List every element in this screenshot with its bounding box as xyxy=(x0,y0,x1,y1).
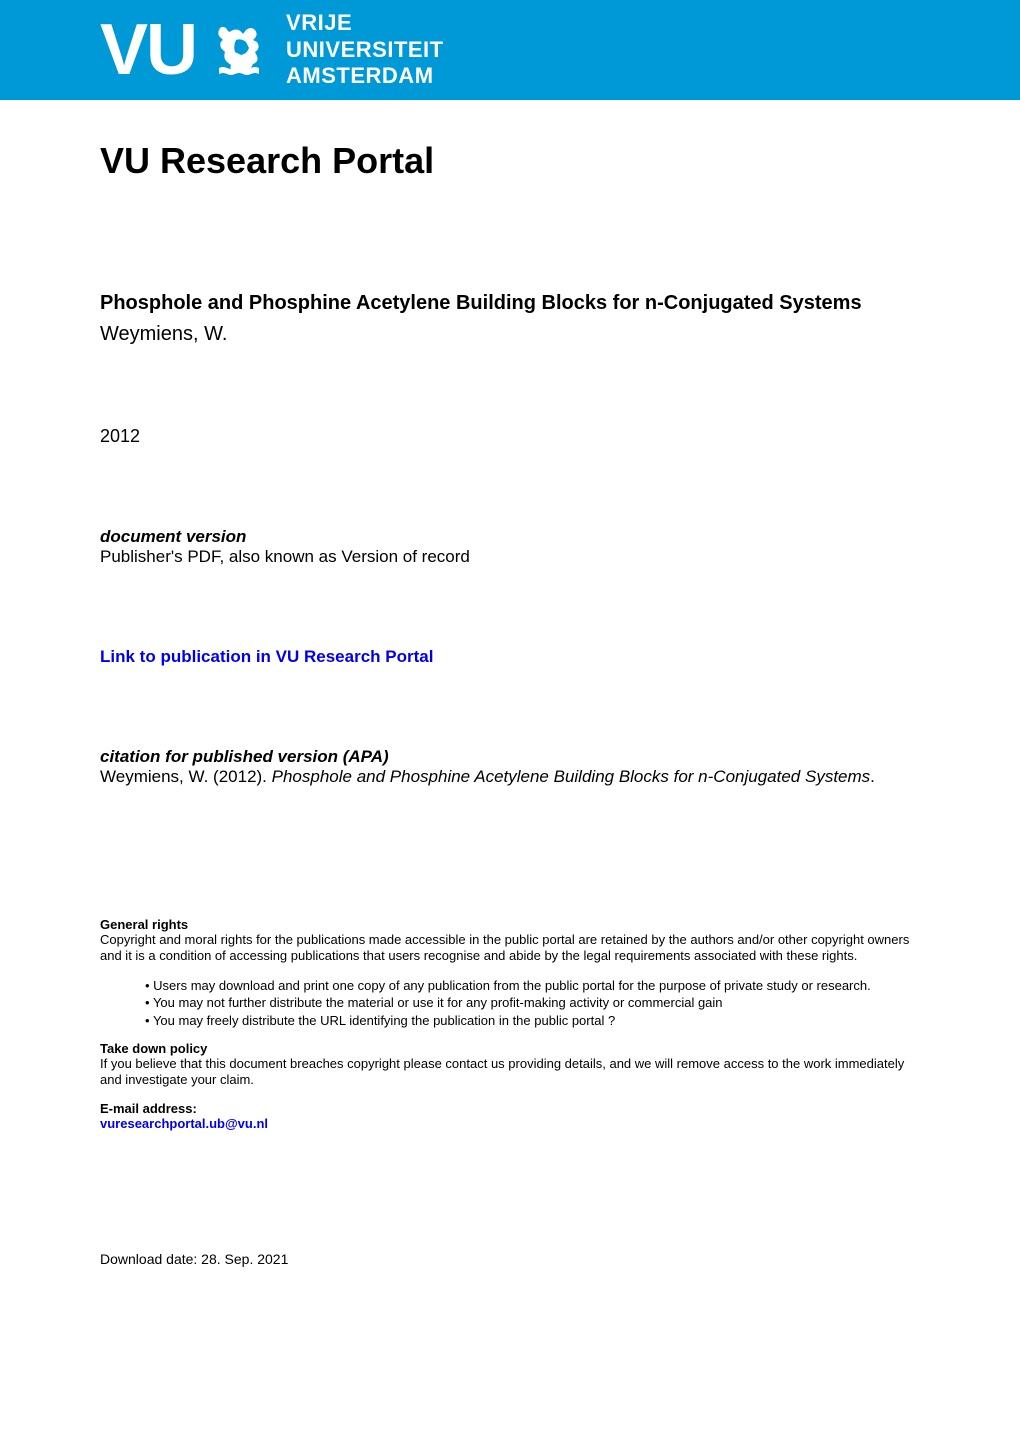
paper-author: Weymiens, W. xyxy=(100,323,920,346)
university-line2: UNIVERSITEIT xyxy=(286,37,444,63)
publication-link[interactable]: Link to publication in VU Research Porta… xyxy=(100,647,920,667)
email-address[interactable]: vuresearchportal.ub@vu.nl xyxy=(100,1116,920,1131)
download-date: Download date: 28. Sep. 2021 xyxy=(100,1251,920,1267)
vu-logo-text: VU xyxy=(100,9,196,91)
take-down-label: Take down policy xyxy=(100,1041,920,1056)
content-area: VU Research Portal Phosphole and Phosphi… xyxy=(0,100,1020,1297)
rights-bullet: Users may download and print one copy of… xyxy=(145,977,920,995)
email-block: E-mail address: vuresearchportal.ub@vu.n… xyxy=(100,1101,920,1131)
university-line3: AMSTERDAM xyxy=(286,63,444,89)
general-rights-block: General rights Copyright and moral right… xyxy=(100,917,920,1029)
rights-list: Users may download and print one copy of… xyxy=(100,977,920,1030)
citation-title-italic: Phosphole and Phosphine Acetylene Buildi… xyxy=(272,767,871,786)
rights-bullet: You may freely distribute the URL identi… xyxy=(145,1012,920,1030)
citation-suffix: . xyxy=(870,767,875,786)
rights-bullet: You may not further distribute the mater… xyxy=(145,994,920,1012)
university-name: VRIJE UNIVERSITEIT AMSTERDAM xyxy=(286,10,444,89)
citation-text: Weymiens, W. (2012). Phosphole and Phosp… xyxy=(100,767,920,787)
paper-year: 2012 xyxy=(100,426,920,447)
header-banner: VU VRIJE UNIVERSITEIT AMSTERDAM xyxy=(0,0,1020,100)
paper-title: Phosphole and Phosphine Acetylene Buildi… xyxy=(100,292,920,315)
document-version-label: document version xyxy=(100,527,920,547)
logo-container: VU VRIJE UNIVERSITEIT AMSTERDAM xyxy=(100,9,444,91)
document-version-block: document version Publisher's PDF, also k… xyxy=(100,527,920,567)
university-line1: VRIJE xyxy=(286,10,444,36)
citation-label: citation for published version (APA) xyxy=(100,747,920,767)
take-down-text: If you believe that this document breach… xyxy=(100,1056,920,1089)
document-version-text: Publisher's PDF, also known as Version o… xyxy=(100,547,920,567)
griffin-icon xyxy=(211,20,271,80)
general-rights-text: Copyright and moral rights for the publi… xyxy=(100,932,920,965)
general-rights-label: General rights xyxy=(100,917,920,932)
citation-author-year: Weymiens, W. (2012). xyxy=(100,767,272,786)
email-label: E-mail address: xyxy=(100,1101,920,1116)
take-down-block: Take down policy If you believe that thi… xyxy=(100,1041,920,1089)
citation-block: citation for published version (APA) Wey… xyxy=(100,747,920,787)
portal-title: VU Research Portal xyxy=(100,140,920,182)
